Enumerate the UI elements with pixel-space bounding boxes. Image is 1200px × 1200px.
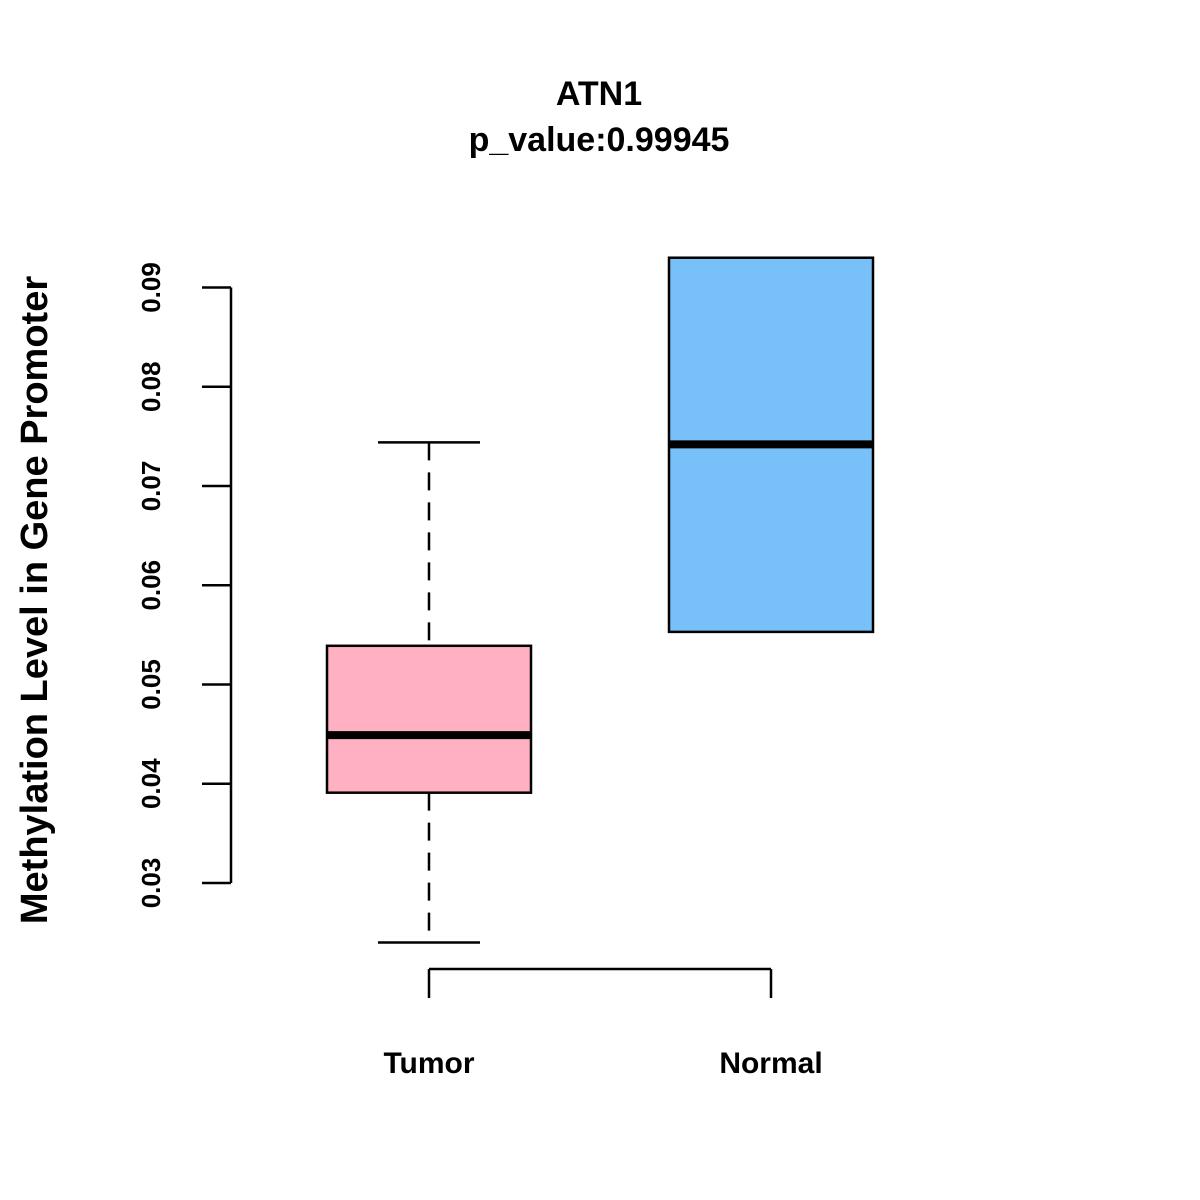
x-tick-label: Normal [719, 1047, 822, 1080]
y-axis-label: Methylation Level in Gene Promoter [14, 276, 56, 924]
x-axis: Tumor Normal [383, 967, 823, 1080]
iqr-box [325, 644, 533, 794]
y-tick-label: 0.05 [136, 659, 166, 710]
y-axis: 0.03 0.04 0.05 0.06 0.07 0.08 0.09 [136, 262, 233, 909]
y-tick-label: 0.09 [136, 262, 166, 313]
box-group [325, 256, 875, 944]
chart-subtitle: p_value:0.99945 [469, 121, 730, 159]
y-tick-label: 0.04 [136, 758, 166, 809]
y-tick-label: 0.08 [136, 361, 166, 412]
box-normal [667, 256, 875, 634]
x-tick-label: Tumor [383, 1047, 474, 1080]
y-tick-label: 0.03 [136, 858, 166, 909]
y-tick-label: 0.06 [136, 560, 166, 611]
box-tumor [325, 441, 533, 944]
chart-title: ATN1 [556, 75, 642, 113]
y-tick-label: 0.07 [136, 461, 166, 512]
